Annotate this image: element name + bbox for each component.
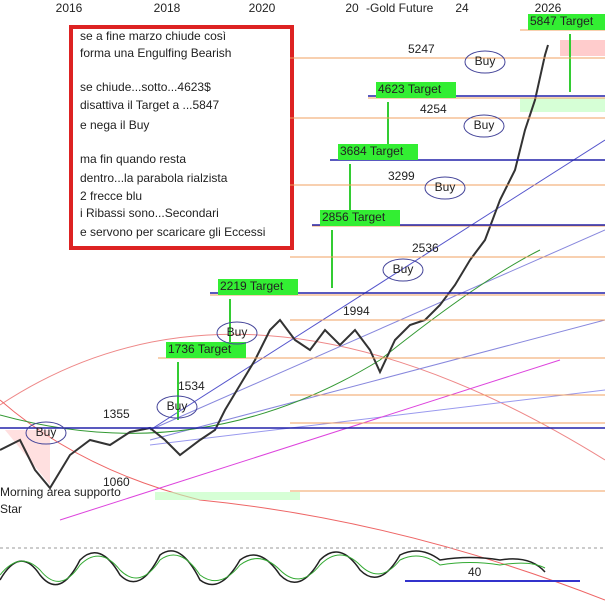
- note-line: ma fin quando resta: [80, 152, 186, 166]
- note-line: e servono per scaricare gli Eccessi: [80, 225, 265, 239]
- level-label: 2856 Target: [322, 210, 386, 224]
- note-line: se chiude...sotto...4623$: [80, 80, 211, 94]
- oscillator: [0, 550, 546, 586]
- level-label: 1060: [103, 475, 130, 489]
- footer-label: Star: [0, 502, 22, 516]
- buy-bubble: [464, 50, 506, 74]
- buy-label: Buy: [227, 325, 248, 339]
- parabola-lower: [0, 399, 605, 601]
- level-label: 2536: [412, 241, 439, 255]
- moving-average: [0, 249, 541, 434]
- parabola: [0, 333, 605, 461]
- level-label: 1355: [103, 407, 130, 421]
- note-line: 2 frecce blu: [80, 189, 142, 203]
- x-tick-label: 2016: [56, 1, 83, 15]
- buy-label: Buy: [167, 399, 188, 413]
- level-label: 3684 Target: [340, 144, 404, 158]
- buy-bubble: [156, 395, 198, 419]
- buy-label: Buy: [393, 262, 414, 276]
- support-area: [155, 492, 300, 500]
- note-line: disattiva il Target a ...5847: [80, 98, 220, 112]
- note-line: dentro...la parabola rialzista: [80, 171, 228, 185]
- buy-label: Buy: [435, 180, 456, 194]
- note-box: [69, 25, 294, 250]
- buy-bubble: [216, 321, 258, 345]
- level-label: 4254: [420, 102, 447, 116]
- chart-title: -Gold Future: [366, 1, 434, 15]
- level-label: 1736 Target: [168, 342, 232, 356]
- x-tick-label: 2018: [154, 1, 181, 15]
- level-label: 5247: [408, 42, 435, 56]
- note-line: forma una Engulfing Bearish: [80, 46, 231, 60]
- x-tick-label: 2026: [535, 1, 562, 15]
- level-label: 3299: [388, 169, 415, 183]
- level-label: 1994: [343, 304, 370, 318]
- buy-label: Buy: [36, 425, 57, 439]
- buy-label: Buy: [474, 118, 495, 132]
- oscillator-label: 40: [468, 565, 482, 579]
- level-label: 4623 Target: [378, 82, 442, 96]
- note-line: e nega il Buy: [80, 118, 149, 132]
- note-line: i Ribassi sono...Secondari: [80, 206, 219, 220]
- target-box: [218, 279, 298, 295]
- oscillator-signal: [0, 554, 546, 582]
- x-tick-label: 24: [455, 1, 469, 15]
- level-label: 5847 Target: [530, 14, 594, 28]
- target-box: [528, 14, 605, 30]
- trend-line: [149, 389, 605, 446]
- buy-bubble: [382, 258, 424, 282]
- buy-bubble: [25, 421, 67, 445]
- x-tick-label: 2020: [249, 1, 276, 15]
- buy-bubble: [424, 176, 466, 200]
- buy-bubble: [463, 114, 505, 138]
- resistance-area: [560, 40, 605, 56]
- target-box: [320, 210, 400, 226]
- trend-line: [149, 139, 605, 431]
- buy-label: Buy: [475, 54, 496, 68]
- price-series: [0, 44, 549, 490]
- target-box: [166, 342, 246, 358]
- target-box: [376, 82, 456, 98]
- trend-line: [149, 229, 605, 431]
- target-box: [338, 144, 418, 160]
- footer-label: Morning area supporto: [0, 485, 121, 499]
- trend-line: [149, 319, 605, 441]
- trend-line: [59, 359, 561, 521]
- x-tick-label: 20: [345, 1, 359, 15]
- support-area: [520, 98, 605, 112]
- note-line: se a fine marzo chiude così: [80, 29, 226, 43]
- level-label: 2219 Target: [220, 279, 284, 293]
- level-label: 1534: [178, 379, 205, 393]
